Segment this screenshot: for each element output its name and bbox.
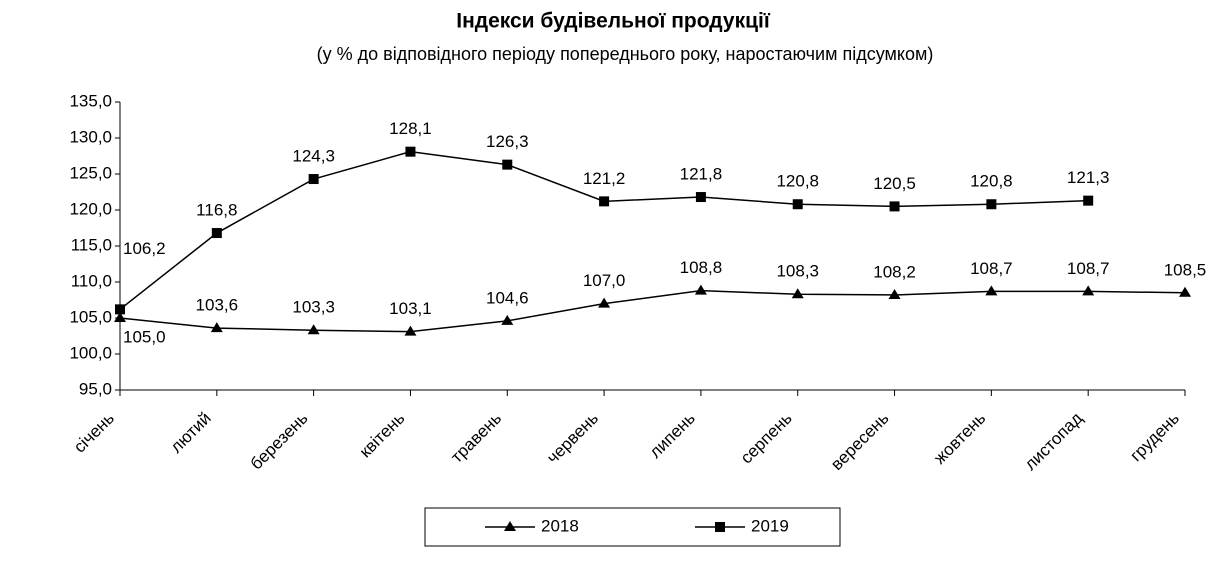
marker (308, 174, 319, 185)
x-tick-label: листопад (1021, 409, 1086, 474)
data-label: 106,2 (123, 239, 166, 258)
legend-label: 2019 (751, 516, 789, 535)
x-tick-label: березень (247, 408, 312, 473)
marker (792, 199, 803, 210)
marker (1179, 286, 1191, 297)
marker (985, 285, 998, 296)
y-tick-label: 95,0 (79, 379, 112, 398)
marker (1082, 285, 1095, 296)
marker (501, 314, 514, 325)
marker (504, 521, 516, 531)
legend-box (424, 507, 841, 547)
y-tick-label: 135,0 (69, 91, 112, 110)
x-tick-label: грудень (1126, 408, 1183, 465)
x-tick-label: вересень (827, 408, 892, 473)
y-tick-label: 125,0 (69, 163, 112, 182)
data-label: 124,3 (292, 147, 335, 166)
marker (502, 159, 513, 170)
data-label: 120,8 (776, 172, 819, 191)
marker (210, 322, 223, 333)
data-label: 107,0 (583, 271, 626, 290)
data-label: 108,7 (970, 259, 1013, 278)
marker (986, 199, 997, 210)
marker (888, 288, 901, 299)
data-label: 104,6 (486, 288, 529, 307)
data-label: 108,5 (1164, 260, 1207, 279)
x-tick-label: червень (543, 408, 602, 467)
marker (114, 312, 126, 322)
marker (404, 325, 417, 336)
marker (695, 192, 706, 203)
data-label: 121,8 (680, 165, 723, 184)
data-label: 108,7 (1067, 259, 1110, 278)
y-tick-label: 110,0 (71, 271, 112, 290)
marker (599, 196, 610, 207)
marker (598, 297, 611, 308)
y-tick-label: 120,0 (69, 199, 112, 218)
chart-subtitle: (у % до відповідного періоду попередньог… (317, 44, 934, 64)
series-line (119, 289, 1186, 333)
x-tick-label: квітень (356, 408, 409, 461)
x-tick-label: травень (447, 408, 505, 466)
data-label: 108,8 (680, 258, 723, 277)
x-tick-label: липень (646, 408, 699, 461)
marker (694, 284, 707, 295)
y-tick-label: 115,0 (71, 235, 112, 254)
marker (1083, 195, 1094, 206)
legend-label: 2018 (541, 516, 579, 535)
y-tick-label: 100,0 (69, 343, 112, 362)
marker (307, 324, 320, 335)
data-label: 128,1 (389, 119, 432, 138)
chart-title: Індекси будівельної продукції (456, 10, 771, 33)
marker (791, 288, 804, 299)
data-label: 108,2 (873, 262, 916, 281)
data-label: 121,3 (1067, 168, 1110, 187)
data-label: 120,5 (873, 174, 916, 193)
x-tick-label: січень (70, 408, 118, 456)
data-label: 103,3 (292, 298, 335, 317)
data-label: 126,3 (486, 132, 529, 151)
x-tick-label: серпень (737, 408, 796, 467)
marker (889, 201, 900, 212)
y-tick-label: 105,0 (69, 307, 112, 326)
marker (715, 522, 725, 532)
marker (405, 146, 416, 157)
data-label: 120,8 (970, 172, 1013, 191)
marker (211, 228, 222, 239)
marker (115, 304, 125, 315)
data-label: 103,1 (389, 299, 432, 318)
data-label: 116,8 (196, 201, 237, 220)
data-label: 103,6 (196, 296, 239, 315)
data-label: 105,0 (123, 327, 166, 346)
data-label: 108,3 (776, 262, 819, 281)
data-label: 121,2 (583, 169, 626, 188)
y-tick-label: 130,0 (69, 127, 112, 146)
x-tick-label: жовтень (930, 408, 989, 467)
x-tick-label: лютий (167, 409, 215, 457)
